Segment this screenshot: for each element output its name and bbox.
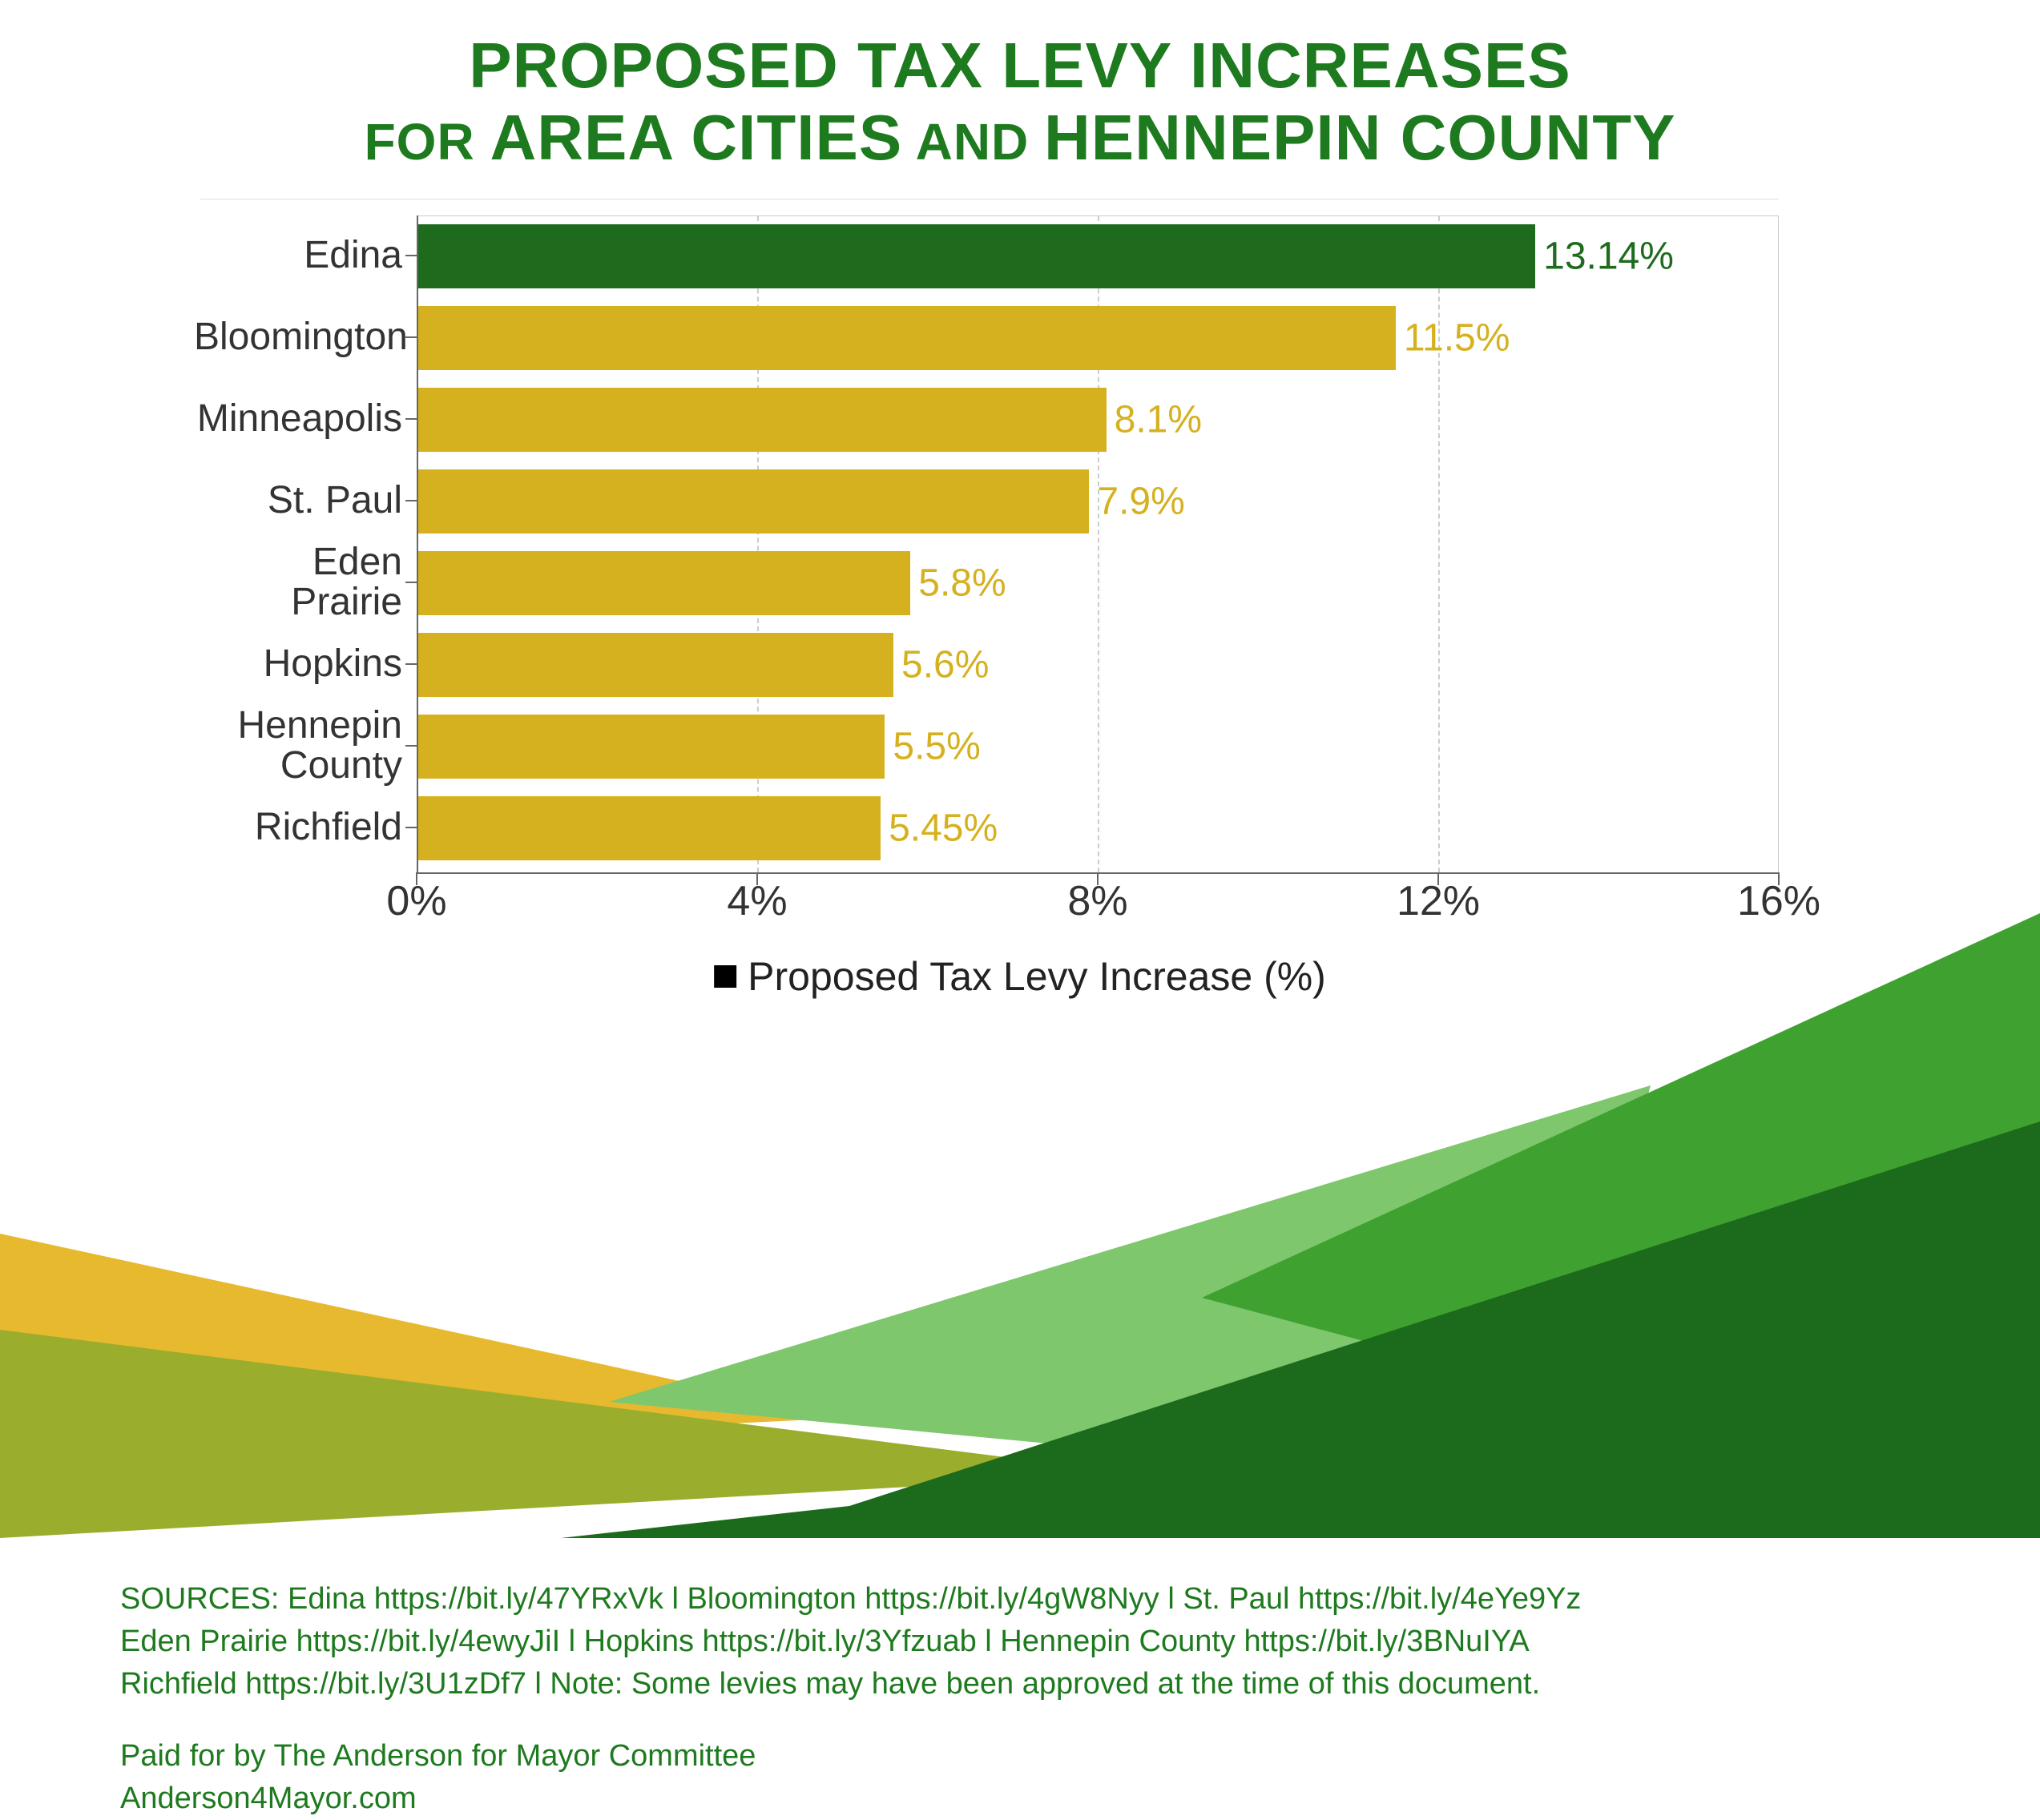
bar-row: 11.5% (417, 306, 1396, 370)
bar: 13.14% (417, 224, 1535, 288)
y-tick-mark (405, 255, 417, 256)
bar: 5.45% (417, 796, 881, 860)
bar-value-label: 5.5% (885, 725, 980, 769)
bar-value-label: 7.9% (1089, 480, 1184, 524)
bar-value-label: 5.8% (910, 562, 1006, 606)
bar: 7.9% (417, 469, 1089, 534)
bar-value-label: 13.14% (1535, 235, 1674, 279)
bar-row: 7.9% (417, 469, 1089, 534)
site-line: Anderson4Mayor.com (120, 1778, 1920, 1820)
y-tick-mark (405, 827, 417, 828)
bar-value-label: 11.5% (1396, 316, 1510, 360)
category-label: Minneapolis (194, 399, 402, 439)
bar-row: 5.8% (417, 551, 910, 615)
decorative-triangles (0, 897, 2040, 1554)
bar-value-label: 8.1% (1107, 398, 1202, 442)
y-tick-mark (405, 418, 417, 420)
chart-container: 13.14%11.5%8.1%7.9%5.8%5.6%5.5%5.45% 0%4… (200, 199, 1779, 968)
bar-row: 5.45% (417, 796, 881, 860)
y-tick-mark (405, 663, 417, 665)
paid-for-line: Paid for by The Anderson for Mayor Commi… (120, 1735, 1920, 1778)
bar-row: 5.5% (417, 715, 885, 779)
title-line-1: PROPOSED TAX LEVY INCREASES (0, 32, 2040, 99)
title-word-and: AND (916, 113, 1030, 171)
category-label: HennepinCounty (194, 706, 402, 787)
y-axis-line (417, 215, 418, 874)
page-root: PROPOSED TAX LEVY INCREASES FOR AREA CIT… (0, 0, 2040, 1814)
title-line-2: FOR AREA CITIES AND HENNEPIN COUNTY (0, 99, 2040, 176)
category-label: Edina (194, 236, 402, 276)
chart-title: PROPOSED TAX LEVY INCREASES FOR AREA CIT… (0, 0, 2040, 176)
bar-value-label: 5.45% (881, 807, 998, 851)
category-label: St. Paul (194, 481, 402, 521)
bar-row: 13.14% (417, 224, 1535, 288)
y-tick-mark (405, 336, 417, 338)
bar-row: 5.6% (417, 633, 893, 697)
bar: 5.5% (417, 715, 885, 779)
bar: 8.1% (417, 388, 1107, 452)
chart-plot-area: 13.14%11.5%8.1%7.9%5.8%5.6%5.5%5.45% (417, 215, 1779, 872)
y-tick-mark (405, 745, 417, 747)
category-label: Bloomington (194, 317, 402, 357)
sources-body: Edina https://bit.ly/47YRxVk l Bloomingt… (120, 1582, 1581, 1701)
bar-value-label: 5.6% (893, 643, 989, 687)
y-tick-mark (405, 582, 417, 583)
sources-label: SOURCES: (120, 1582, 279, 1616)
bar: 11.5% (417, 306, 1396, 370)
bar: 5.8% (417, 551, 910, 615)
y-tick-mark (405, 500, 417, 501)
sources-text: SOURCES: Edina https://bit.ly/47YRxVk l … (120, 1578, 1920, 1706)
gridline (1438, 216, 1440, 872)
bar: 5.6% (417, 633, 893, 697)
bar-row: 8.1% (417, 388, 1107, 452)
title-word-for: FOR (365, 113, 475, 171)
category-label: EdenPrairie (194, 542, 402, 623)
category-label: Hopkins (194, 644, 402, 684)
category-label: Richfield (194, 807, 402, 848)
footer-block: SOURCES: Edina https://bit.ly/47YRxVk l … (120, 1578, 1920, 1820)
title-word-area-cities: AREA CITIES (490, 102, 902, 173)
title-word-hennepin-county: HENNEPIN COUNTY (1044, 102, 1675, 173)
